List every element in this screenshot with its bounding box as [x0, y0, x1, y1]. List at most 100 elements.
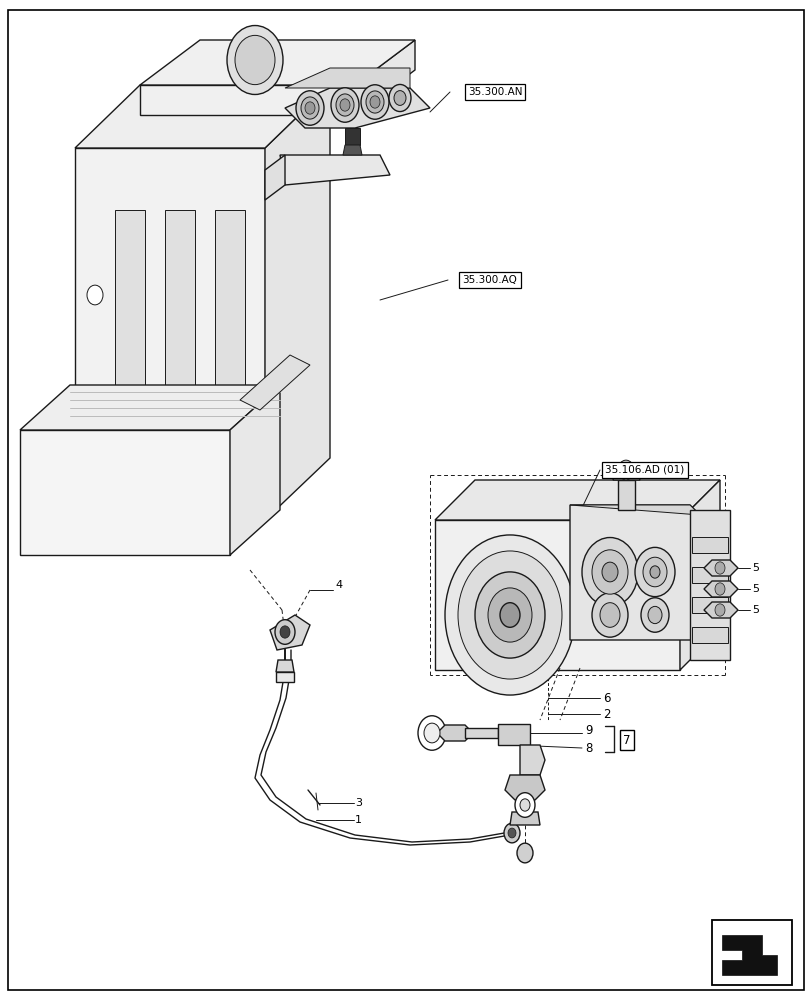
Polygon shape [569, 505, 699, 515]
Circle shape [305, 102, 315, 114]
Polygon shape [435, 520, 679, 670]
Polygon shape [75, 148, 264, 520]
Text: 35.300.AN: 35.300.AN [467, 87, 521, 97]
Circle shape [504, 823, 519, 843]
Circle shape [340, 99, 350, 111]
Polygon shape [165, 210, 195, 390]
Circle shape [714, 604, 724, 616]
Polygon shape [75, 85, 329, 148]
Circle shape [393, 91, 406, 105]
Polygon shape [691, 567, 727, 583]
Circle shape [444, 535, 574, 695]
Circle shape [591, 593, 627, 637]
Circle shape [487, 588, 531, 642]
Text: 8: 8 [584, 742, 592, 754]
Polygon shape [230, 385, 280, 555]
Circle shape [275, 620, 294, 644]
Polygon shape [20, 385, 280, 430]
Polygon shape [436, 725, 473, 741]
Circle shape [331, 88, 358, 122]
Text: 5: 5 [751, 605, 758, 615]
Polygon shape [519, 745, 544, 775]
Polygon shape [612, 465, 639, 480]
Polygon shape [497, 724, 530, 745]
Circle shape [591, 550, 627, 594]
Polygon shape [689, 510, 729, 660]
Circle shape [640, 598, 668, 632]
Polygon shape [721, 935, 776, 975]
Circle shape [361, 85, 388, 119]
Text: 5: 5 [751, 563, 758, 573]
Circle shape [500, 603, 519, 627]
Polygon shape [276, 660, 294, 672]
Polygon shape [509, 812, 539, 825]
Text: 35.300.AQ: 35.300.AQ [462, 275, 517, 285]
Polygon shape [270, 615, 310, 650]
Polygon shape [240, 355, 310, 410]
Circle shape [617, 460, 633, 480]
Polygon shape [264, 155, 285, 200]
Circle shape [234, 35, 275, 85]
Text: 1: 1 [354, 815, 362, 825]
Polygon shape [215, 210, 245, 390]
Polygon shape [20, 430, 230, 555]
Circle shape [227, 26, 283, 94]
Text: 2: 2 [603, 708, 610, 720]
Polygon shape [285, 68, 410, 88]
Circle shape [366, 91, 384, 113]
Text: 9: 9 [584, 724, 592, 736]
Circle shape [418, 716, 445, 750]
Circle shape [642, 557, 666, 587]
Circle shape [714, 562, 724, 574]
Polygon shape [691, 597, 727, 613]
Circle shape [599, 603, 620, 627]
Circle shape [336, 94, 354, 116]
Circle shape [301, 97, 319, 119]
Polygon shape [691, 537, 727, 553]
Circle shape [714, 583, 724, 595]
Polygon shape [435, 480, 719, 520]
Polygon shape [345, 128, 359, 145]
Text: 6: 6 [603, 692, 610, 704]
Circle shape [517, 843, 532, 863]
Polygon shape [139, 40, 414, 85]
Polygon shape [115, 210, 145, 390]
Polygon shape [703, 602, 737, 618]
Text: 3: 3 [354, 798, 362, 808]
Bar [711, 920, 791, 985]
Circle shape [601, 562, 617, 582]
Circle shape [519, 799, 530, 811]
Text: 4: 4 [335, 580, 341, 590]
Polygon shape [504, 775, 544, 800]
Polygon shape [354, 40, 414, 115]
Circle shape [647, 606, 661, 624]
Circle shape [514, 793, 534, 817]
Circle shape [457, 551, 561, 679]
Polygon shape [465, 728, 497, 738]
Polygon shape [691, 627, 727, 643]
Circle shape [280, 626, 290, 638]
Polygon shape [280, 155, 389, 185]
Polygon shape [569, 505, 699, 640]
Polygon shape [276, 672, 294, 682]
Polygon shape [139, 85, 384, 115]
Polygon shape [264, 85, 329, 520]
Polygon shape [285, 88, 430, 128]
Circle shape [649, 566, 659, 578]
Circle shape [581, 538, 637, 606]
Text: 5: 5 [751, 584, 758, 594]
Polygon shape [703, 560, 737, 576]
Polygon shape [617, 480, 634, 510]
Circle shape [87, 285, 103, 305]
Circle shape [634, 547, 674, 597]
Circle shape [296, 91, 324, 125]
Text: 7: 7 [623, 734, 630, 746]
Circle shape [423, 723, 440, 743]
Circle shape [388, 84, 410, 112]
Circle shape [508, 828, 515, 838]
Text: 35.106.AD (01): 35.106.AD (01) [605, 465, 684, 475]
Polygon shape [679, 480, 719, 670]
Circle shape [474, 572, 544, 658]
Polygon shape [342, 145, 362, 155]
Polygon shape [703, 581, 737, 597]
